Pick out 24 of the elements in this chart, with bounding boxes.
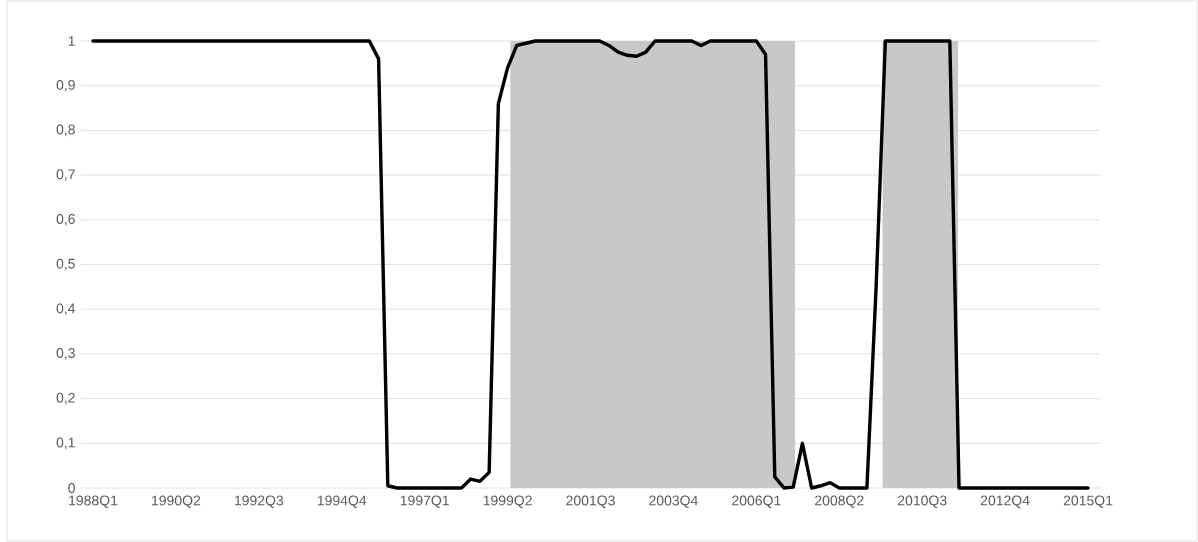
x-tick-label: 1997Q1	[400, 495, 449, 508]
x-tick-label: 2001Q3	[566, 495, 615, 508]
x-tick-label: 2015Q1	[1063, 495, 1113, 508]
y-tick-label: 1	[68, 36, 75, 46]
y-tick-label: 0,1	[56, 437, 75, 450]
y-tick-label: 0,3	[56, 348, 75, 360]
x-tick-label: 1999Q2	[483, 495, 532, 508]
y-tick-label: 0,2	[56, 392, 75, 405]
y-tick-label: 0,6	[56, 214, 75, 226]
y-tick-label: 0,5	[56, 258, 75, 271]
x-tick-label: 1990Q2	[152, 495, 201, 508]
x-tick-label: 1988Q1	[69, 495, 118, 508]
y-tick-label: 0,9	[56, 79, 75, 92]
y-tick-label: 0,4	[56, 303, 76, 315]
y-tick-label: 0	[68, 483, 75, 493]
x-tick-label: 2010Q3	[897, 495, 947, 508]
x-tick-label: 1994Q4	[317, 495, 367, 508]
x-tick-label: 2003Q4	[649, 495, 698, 508]
x-tick-label: 1992Q3	[234, 495, 284, 508]
x-tick-label: 2006Q1	[732, 495, 781, 508]
x-tick-label: 2008Q2	[815, 495, 864, 508]
x-tick-label: 2012Q4	[980, 495, 1030, 508]
y-tick-label: 0,8	[56, 124, 75, 137]
y-tick-label: 0,7	[56, 169, 75, 181]
